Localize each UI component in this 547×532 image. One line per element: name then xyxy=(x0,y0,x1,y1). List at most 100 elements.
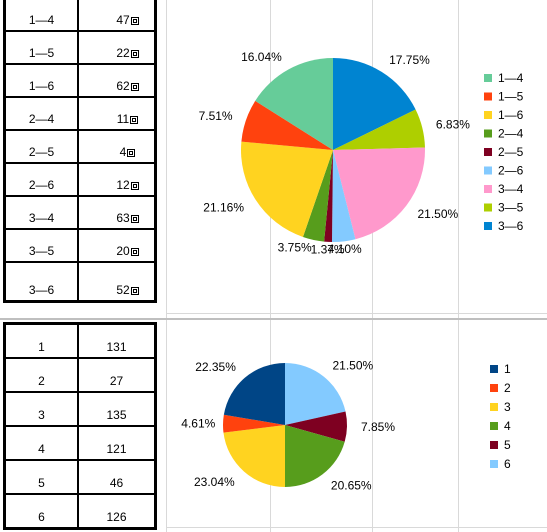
legend-entry: 5 xyxy=(504,438,511,452)
column-gridline xyxy=(270,0,271,532)
legend-swatch xyxy=(484,129,492,138)
pie-slice[interactable] xyxy=(285,411,348,442)
pie-slice[interactable] xyxy=(223,414,285,433)
placeholder-glyph-icon xyxy=(127,149,136,157)
placeholder-glyph-icon xyxy=(130,50,139,58)
pie-slice[interactable] xyxy=(223,363,285,425)
pie-slice[interactable] xyxy=(241,100,333,150)
count-value: 11 xyxy=(116,112,130,126)
pie-slice[interactable] xyxy=(331,150,356,242)
pair-cell[interactable]: 1—4 xyxy=(3,0,79,32)
count-cell[interactable]: 62 xyxy=(77,63,157,98)
legend-entry: 2—6 xyxy=(498,164,524,178)
slice-percent-label: 4.61% xyxy=(181,417,215,431)
legend-entry: 3 xyxy=(504,400,511,414)
pie-slice[interactable] xyxy=(324,150,333,242)
key-cell[interactable]: 5 xyxy=(3,459,79,495)
legend-swatch xyxy=(490,460,498,468)
slice-percent-label: 16.04% xyxy=(241,50,282,64)
count-cell[interactable]: 20 xyxy=(77,228,157,263)
row-gridline xyxy=(166,313,547,314)
table-row: 6 126 xyxy=(3,493,157,530)
slice-percent-label: 20.65% xyxy=(331,479,372,493)
column-gridline xyxy=(458,0,459,532)
pie-slice[interactable] xyxy=(240,141,333,237)
slice-percent-label: 22.35% xyxy=(195,360,236,374)
pie-slice[interactable] xyxy=(302,150,333,242)
slice-percent-label: 6.83% xyxy=(436,118,470,132)
count-cell[interactable]: 4 xyxy=(77,129,157,164)
legend-entry: 6 xyxy=(504,457,511,471)
count-cell[interactable]: 22 xyxy=(77,30,157,65)
pie-slice[interactable] xyxy=(255,58,333,150)
pair-cell[interactable]: 3—5 xyxy=(3,228,79,263)
count-cell[interactable]: 46 xyxy=(77,459,157,495)
pair-cell[interactable]: 2—6 xyxy=(3,162,79,197)
pie-slice[interactable] xyxy=(285,425,345,487)
legend-swatch xyxy=(484,222,492,230)
slice-percent-label: 23.04% xyxy=(194,475,235,489)
pie-slice[interactable] xyxy=(223,425,285,487)
count-cell[interactable]: 11 xyxy=(77,96,157,131)
count-value: 4 xyxy=(119,145,127,159)
pie-slice[interactable] xyxy=(333,58,416,150)
pair-cell[interactable]: 1—6 xyxy=(3,63,79,98)
count-cell[interactable]: 126 xyxy=(77,493,157,530)
pie-slice[interactable] xyxy=(333,147,426,240)
count-cell[interactable]: 27 xyxy=(77,357,157,393)
count-value: 63 xyxy=(116,211,130,225)
placeholder-glyph-icon xyxy=(130,248,139,256)
placeholder-glyph-icon xyxy=(130,83,139,91)
pair-cell[interactable]: 2—4 xyxy=(3,96,79,131)
count-cell[interactable]: 47 xyxy=(77,0,157,32)
count-value: 12 xyxy=(116,178,130,192)
key-cell[interactable]: 2 xyxy=(3,357,79,393)
count-cell[interactable]: 12 xyxy=(77,162,157,197)
legend-swatch xyxy=(484,185,492,193)
legend-entry: 2—4 xyxy=(498,127,524,141)
pair-count-table: 1—4 47 1—5 22 1—6 62 2—4 11 2—5 4 2—6 12 xyxy=(3,0,157,303)
legend-entry: 1 xyxy=(504,362,511,376)
legend-entry: 1—4 xyxy=(498,71,524,85)
pair-cell[interactable]: 3—4 xyxy=(3,195,79,230)
placeholder-glyph-icon xyxy=(130,17,139,25)
count-value: 47 xyxy=(116,13,130,27)
pair-share-pie-chart[interactable]: 17.75% 6.83% 21.50% 4.10%1.37%3.75% 21.16% 7.… xyxy=(199,50,524,256)
count-cell[interactable]: 63 xyxy=(77,195,157,230)
slice-percent-label: 21.16% xyxy=(203,201,244,215)
column-gridline xyxy=(372,0,373,532)
pair-cell[interactable]: 1—5 xyxy=(3,30,79,65)
pair-cell[interactable]: 2—5 xyxy=(3,129,79,164)
legend-swatch xyxy=(490,441,498,449)
row-gridline xyxy=(166,527,547,528)
count-cell[interactable]: 121 xyxy=(77,425,157,461)
key-cell[interactable]: 6 xyxy=(3,493,79,530)
key-cell[interactable]: 4 xyxy=(3,425,79,461)
key-cell[interactable]: 1 xyxy=(3,322,79,359)
key-cell[interactable]: 3 xyxy=(3,391,79,427)
pie-slice[interactable] xyxy=(285,363,346,425)
slice-percent-label: 7.51% xyxy=(199,109,233,123)
count-cell[interactable]: 131 xyxy=(77,322,157,359)
slice-percent-label: 7.85% xyxy=(361,420,395,434)
table-row: 1—6 62 xyxy=(3,63,157,98)
slice-percent-label: 1.37% xyxy=(311,243,345,257)
value-share-pie-chart[interactable]: 21.50% 7.85% 20.65% 23.04% 4.61% 22.35% 1 2 3 4 5 6 xyxy=(181,359,511,493)
column-gridline xyxy=(166,0,167,532)
value-count-table: 1 131 2 27 3 135 4 121 5 46 6 126 xyxy=(3,322,157,530)
legend-entry: 1—6 xyxy=(498,108,524,122)
pie-slice[interactable] xyxy=(333,109,425,150)
placeholder-glyph-icon xyxy=(130,287,139,295)
slice-percent-label: 21.50% xyxy=(418,207,459,221)
legend-swatch xyxy=(484,148,492,156)
count-cell[interactable]: 135 xyxy=(77,391,157,427)
legend-entry: 3—6 xyxy=(498,219,524,233)
row-divider xyxy=(0,318,547,320)
table-row: 4 121 xyxy=(3,425,157,461)
legend-entry: 4 xyxy=(504,419,511,433)
table-row: 2 27 xyxy=(3,357,157,393)
pair-cell[interactable]: 3—6 xyxy=(3,261,79,303)
count-cell[interactable]: 52 xyxy=(77,261,157,303)
